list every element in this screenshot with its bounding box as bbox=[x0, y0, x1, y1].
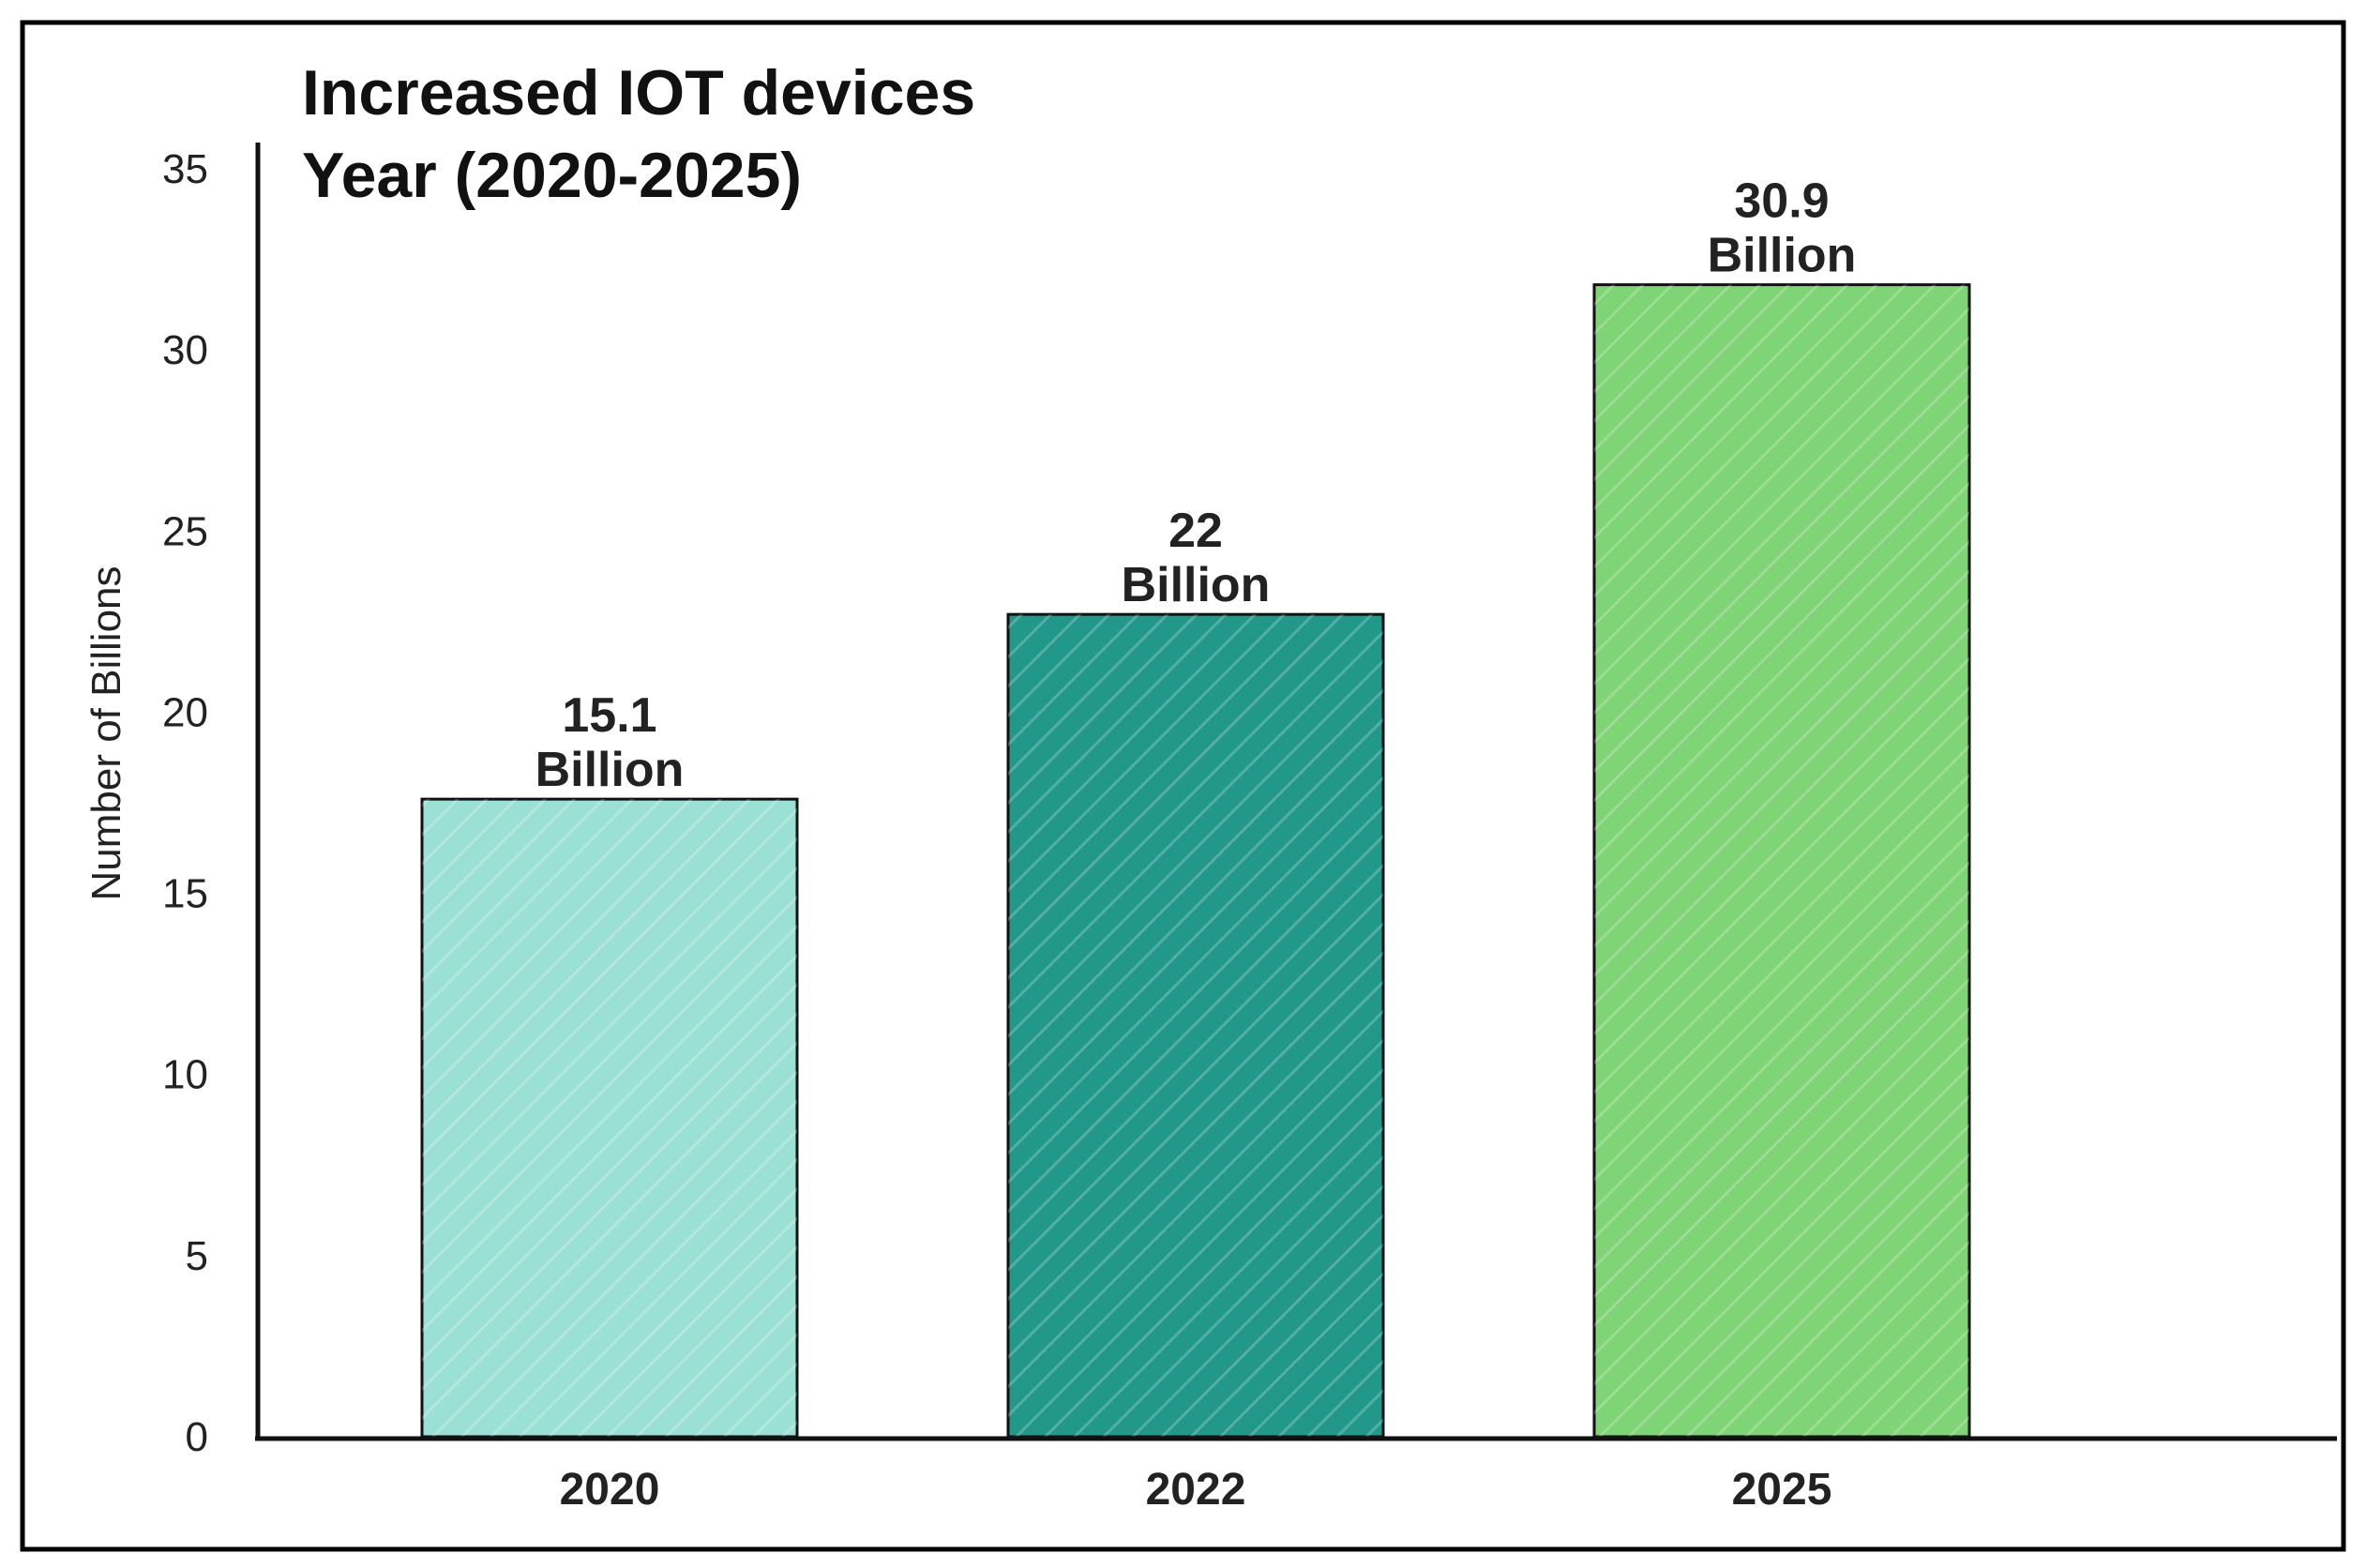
y-tick-label: 20 bbox=[162, 689, 208, 735]
bar-unit-label: Billion bbox=[535, 743, 685, 797]
x-tick-label: 2025 bbox=[1732, 1465, 1832, 1515]
bar-value-label: 15.1 bbox=[562, 688, 656, 743]
bar-unit-label: Billion bbox=[1122, 558, 1271, 612]
y-tick-label: 5 bbox=[186, 1233, 208, 1279]
y-tick-label: 10 bbox=[162, 1052, 208, 1098]
bar-unit-label: Billion bbox=[1708, 229, 1857, 283]
y-tick-label: 35 bbox=[162, 146, 208, 192]
bar-value-label: 30.9 bbox=[1734, 174, 1829, 229]
bars bbox=[420, 283, 1971, 1439]
bar-hatch-2022 bbox=[1008, 614, 1383, 1437]
x-tick-label: 2022 bbox=[1146, 1465, 1246, 1515]
bar-value-label: 22 bbox=[1168, 504, 1223, 558]
y-tick-label: 30 bbox=[162, 327, 208, 373]
y-tick-label: 15 bbox=[162, 871, 208, 917]
x-tick-label: 2020 bbox=[560, 1465, 660, 1515]
y-tick-label: 25 bbox=[162, 508, 208, 554]
y-axis-ticks: 0 5 10 15 20 25 30 35 bbox=[162, 146, 208, 1460]
x-axis-ticks: 2020 2022 2025 bbox=[560, 1465, 1832, 1515]
chart-title-line-2: Year (2020-2025) bbox=[302, 140, 802, 211]
bar-hatch-2020 bbox=[422, 799, 797, 1437]
y-axis-label: Number of Billions bbox=[83, 565, 129, 900]
bar-hatch-2025 bbox=[1594, 284, 1969, 1437]
y-tick-label: 0 bbox=[186, 1414, 208, 1460]
chart-title-line-1: Increased IOT devices bbox=[302, 57, 975, 128]
